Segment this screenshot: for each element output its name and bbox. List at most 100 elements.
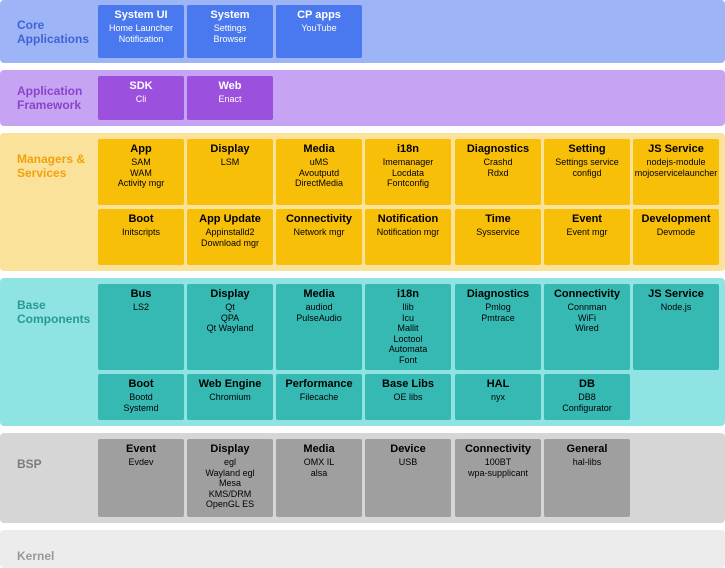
box-web: Web Enact: [187, 76, 273, 120]
box-items: Chromium: [209, 392, 251, 402]
box-items: OMX IL alsa: [303, 457, 335, 478]
layer-label-framework: Application Framework: [17, 84, 83, 112]
box-development: Development Devmode: [633, 209, 719, 265]
layer-label-bsp: BSP: [17, 457, 42, 471]
box-system: System Settings Browser: [187, 5, 273, 58]
box-items: Crashd Rdxd: [483, 157, 513, 178]
box-bus: Bus LS2: [98, 284, 184, 370]
layer-label-managers: Managers & Services: [17, 152, 86, 180]
box-items: nyx: [490, 392, 505, 402]
box-cp-apps: CP apps YouTube: [276, 5, 362, 58]
box-display: Display LSM: [187, 139, 273, 205]
box-i18n: i18n Imemanager Locdata Fontconfig: [365, 139, 451, 205]
box-js-service: JS Service nodejs-module mojoservicelaun…: [633, 139, 719, 205]
box-title: Setting: [568, 143, 606, 155]
box-boot: Boot Bootd Systemd: [98, 374, 184, 420]
box-items: Notification mgr: [376, 227, 440, 237]
box-title: App: [130, 143, 152, 155]
box-title: System UI: [114, 9, 168, 21]
box-title: Media: [303, 288, 335, 300]
box-items: Imemanager Locdata Fontconfig: [382, 157, 434, 188]
box-sdk: SDK Cli: [98, 76, 184, 120]
box-items: Sysservice: [476, 227, 520, 237]
box-items: Qt QPA Qt Wayland: [206, 302, 254, 333]
box-hal: HAL nyx: [455, 374, 541, 420]
box-items: Ilib Icu Mallit Loctool Automata Font: [388, 302, 428, 365]
box-media: Media uMS Avoutputd DirectMedia: [276, 139, 362, 205]
box-web-engine: Web Engine Chromium: [187, 374, 273, 420]
box-title: Notification: [377, 213, 439, 225]
box-items: Evdev: [128, 457, 154, 467]
box-title: Event: [572, 213, 602, 225]
layer-base-components: Base Components Bus LS2 Display Qt QPA Q…: [0, 278, 725, 426]
box-items: egl Wayland egl Mesa KMS/DRM OpenGL ES: [205, 457, 255, 509]
layer-application-framework: Application Framework SDK Cli Web Enact: [0, 70, 725, 126]
box-items: audiod PulseAudio: [296, 302, 342, 323]
layer-core-applications: Core Applications System UI Home Launche…: [0, 0, 725, 63]
box-title: Display: [210, 143, 250, 155]
box-items: Home Launcher Notification: [108, 23, 174, 44]
box-media: Media audiod PulseAudio: [276, 284, 362, 370]
box-title: JS Service: [648, 143, 704, 155]
box-base-libs: Base Libs OE libs: [365, 374, 451, 420]
box-system-ui: System UI Home Launcher Notification: [98, 5, 184, 58]
box-title: Display: [210, 443, 250, 455]
box-connectivity: Connectivity Network mgr: [276, 209, 362, 265]
box-items: Settings Browser: [213, 23, 247, 44]
box-items: Initscripts: [121, 227, 160, 237]
box-title: JS Service: [648, 288, 704, 300]
layer-kernel: Kernel: [0, 530, 725, 568]
box-title: Diagnostics: [466, 288, 530, 300]
box-event: Event Event mgr: [544, 209, 630, 265]
box-title: Time: [485, 213, 511, 225]
box-i18n: i18n Ilib Icu Mallit Loctool Automata Fo…: [365, 284, 451, 370]
box-items: Bootd Systemd: [123, 392, 159, 413]
box-items: Pmlog Pmtrace: [481, 302, 515, 323]
box-items: LSM: [220, 157, 240, 167]
box-title: Base Libs: [382, 378, 434, 390]
box-connectivity: Connectivity 100BT wpa-supplicant: [455, 439, 541, 517]
box-items: Node.js: [660, 302, 692, 312]
box-title: i18n: [396, 143, 419, 155]
box-items: Cli: [135, 94, 147, 104]
box-device: Device USB: [365, 439, 451, 517]
layer-label-base: Base Components: [17, 298, 91, 326]
box-title: Web Engine: [198, 378, 262, 390]
box-setting: Setting Settings service configd: [544, 139, 630, 205]
box-display: Display egl Wayland egl Mesa KMS/DRM Ope…: [187, 439, 273, 517]
layer-managers-services: Managers & Services App SAM WAM Activity…: [0, 133, 725, 271]
box-title: Connectivity: [285, 213, 352, 225]
box-event: Event Evdev: [98, 439, 184, 517]
box-title: Boot: [128, 378, 154, 390]
box-items: nodejs-module mojoservicelauncher: [634, 157, 718, 178]
box-title: Performance: [285, 378, 353, 390]
box-title: Development: [641, 213, 711, 225]
box-notification: Notification Notification mgr: [365, 209, 451, 265]
box-connectivity: Connectivity Connman WiFi Wired: [544, 284, 630, 370]
box-title: Boot: [128, 213, 154, 225]
box-items: Devmode: [656, 227, 696, 237]
box-items: DB8 Configurator: [562, 392, 612, 413]
box-display: Display Qt QPA Qt Wayland: [187, 284, 273, 370]
box-title: Web: [218, 80, 242, 92]
box-items: uMS Avoutputd DirectMedia: [294, 157, 343, 188]
box-db: DB DB8 Configurator: [544, 374, 630, 420]
box-title: DB: [579, 378, 595, 390]
box-title: Diagnostics: [466, 143, 530, 155]
box-title: Display: [210, 288, 250, 300]
box-title: Connectivity: [553, 288, 620, 300]
box-title: App Update: [199, 213, 261, 225]
box-diagnostics: Diagnostics Pmlog Pmtrace: [455, 284, 541, 370]
box-app-update: App Update Appinstalld2 Download mgr: [187, 209, 273, 265]
box-items: Settings service configd: [555, 157, 619, 178]
box-items: Event mgr: [566, 227, 608, 237]
box-title: Media: [303, 443, 335, 455]
box-items: SAM WAM Activity mgr: [117, 157, 165, 188]
box-media: Media OMX IL alsa: [276, 439, 362, 517]
layer-label-core: Core Applications: [17, 18, 90, 46]
box-app: App SAM WAM Activity mgr: [98, 139, 184, 205]
box-title: Event: [126, 443, 156, 455]
box-time: Time Sysservice: [455, 209, 541, 265]
layer-label-kernel: Kernel: [17, 549, 55, 563]
box-items: 100BT wpa-supplicant: [467, 457, 529, 478]
